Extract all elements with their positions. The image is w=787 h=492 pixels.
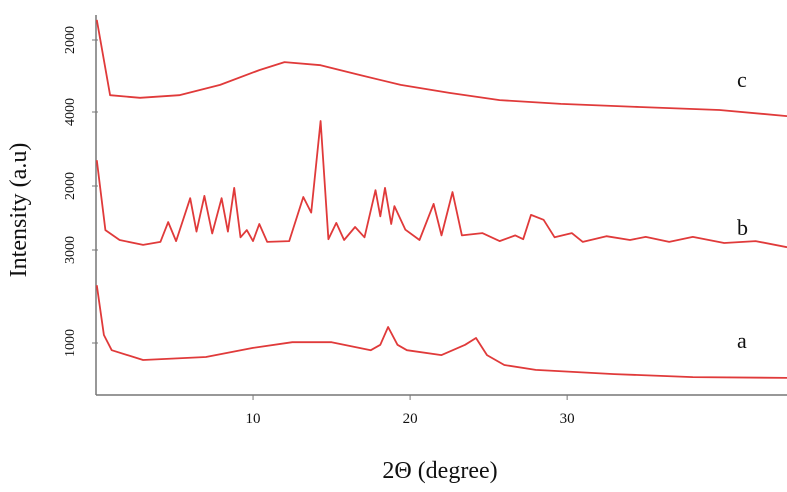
y-tick-label: 4000 [63, 98, 78, 126]
series-label: b [737, 215, 748, 240]
y-tick-label: 1000 [63, 329, 78, 357]
x-tick-label: 20 [403, 411, 418, 427]
x-tick-label: 10 [246, 411, 261, 427]
line-series [95, 120, 787, 249]
series-label: c [737, 67, 747, 92]
x-tick-label: 30 [560, 411, 575, 427]
y-axis-label: Intensity (a.u) [6, 143, 32, 278]
y-tick-label: 2000 [63, 26, 78, 54]
line-series [95, 19, 787, 117]
y-tick-label: 2000 [63, 172, 78, 200]
line-series [95, 285, 787, 379]
y-tick-label: 3000 [63, 236, 78, 264]
series-label: a [737, 328, 747, 353]
x-axis-label: 2Θ (degree) [382, 458, 497, 484]
